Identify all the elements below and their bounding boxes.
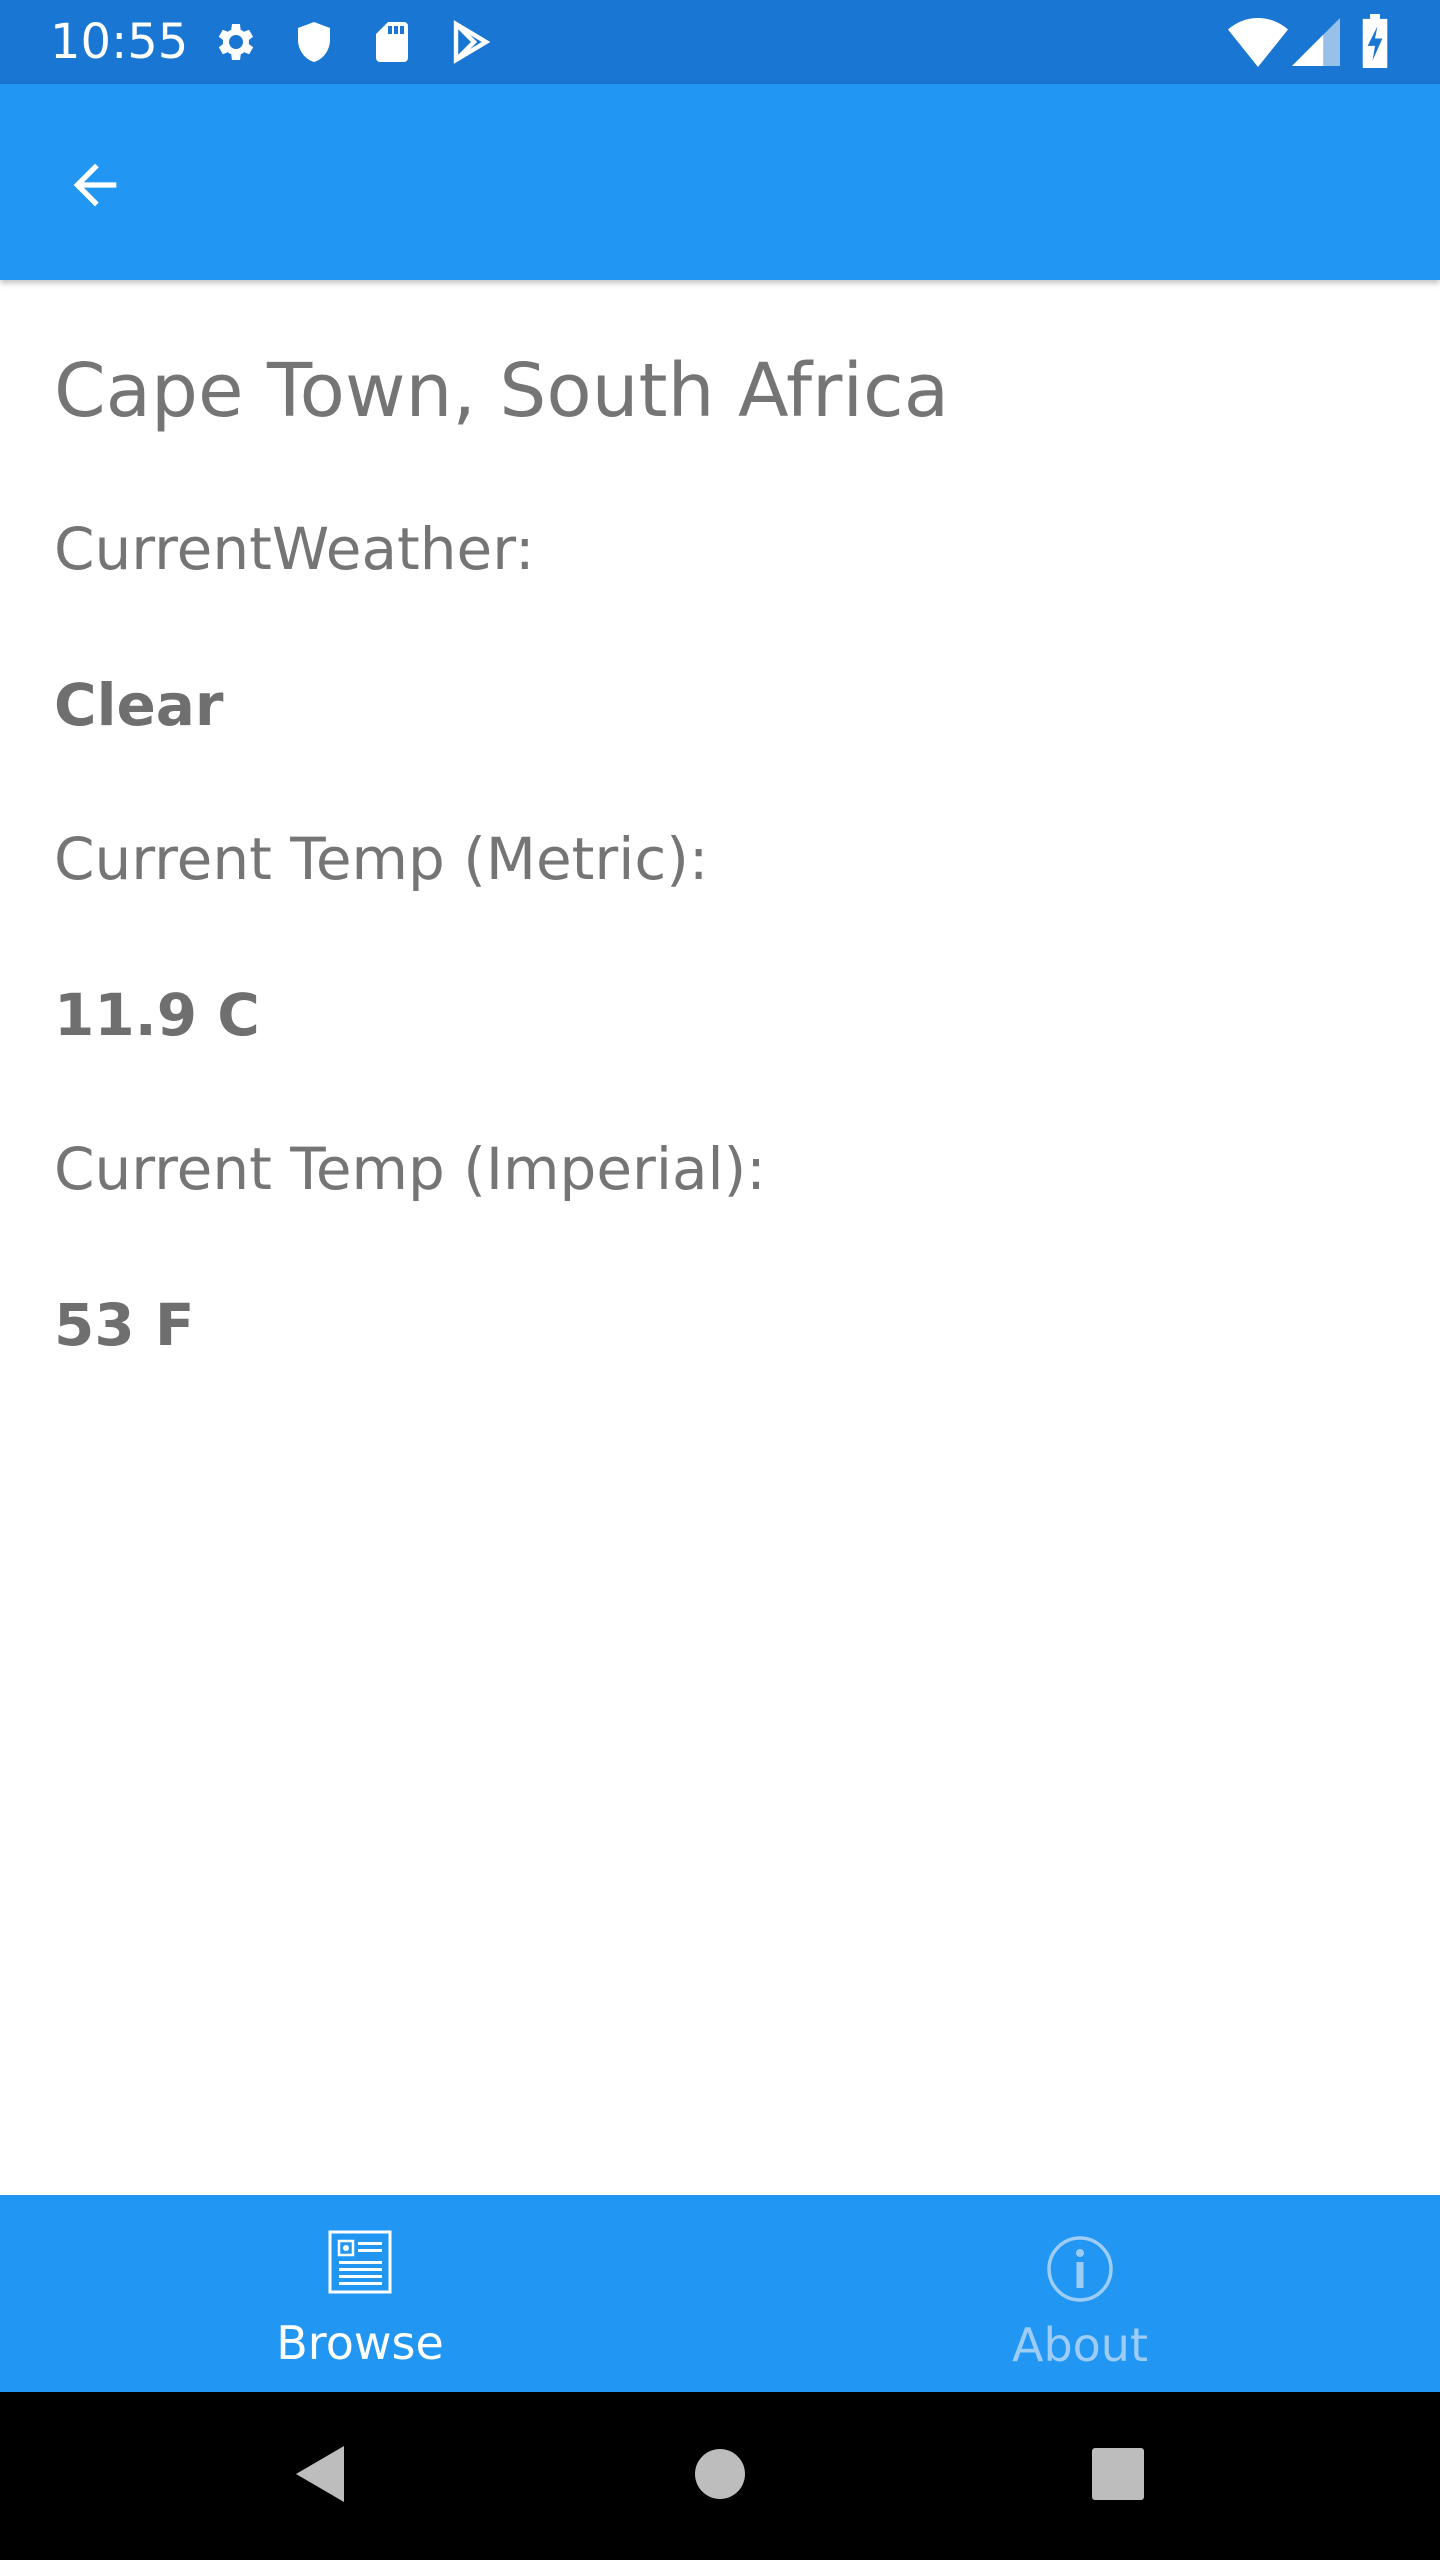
sd-card-icon — [368, 18, 416, 71]
status-bar: 10:55 — [0, 0, 1440, 84]
recents-square-icon — [1090, 2446, 1146, 2507]
current-weather-label: CurrentWeather: — [54, 515, 535, 583]
play-store-icon — [446, 18, 494, 71]
back-button[interactable] — [50, 142, 140, 232]
tab-browse-label: Browse — [276, 2316, 444, 2370]
tab-browse[interactable]: Browse — [0, 2195, 720, 2392]
gear-icon — [212, 18, 260, 71]
nav-home-button[interactable] — [680, 2436, 760, 2516]
tab-about[interactable]: About — [720, 2195, 1440, 2392]
system-nav-bar — [0, 2392, 1440, 2560]
back-triangle-icon — [292, 2442, 348, 2511]
status-time: 10:55 — [50, 14, 189, 70]
cell-signal-icon — [1292, 16, 1340, 73]
battery-charging-icon — [1360, 14, 1390, 73]
current-weather-value: Clear — [54, 671, 224, 739]
tab-about-label: About — [1011, 2318, 1148, 2372]
nav-back-button[interactable] — [280, 2436, 360, 2516]
bottom-tab-bar: Browse About — [0, 2195, 1440, 2392]
imperial-temp-label: Current Temp (Imperial): — [54, 1135, 766, 1203]
browse-list-icon — [327, 2229, 393, 2300]
nav-recents-button[interactable] — [1078, 2436, 1158, 2516]
metric-temp-value: 11.9 C — [54, 981, 260, 1049]
shield-icon — [290, 18, 338, 71]
app-bar — [0, 84, 1440, 280]
info-icon — [1046, 2235, 1114, 2308]
imperial-temp-value: 53 F — [54, 1291, 195, 1359]
home-circle-icon — [693, 2447, 747, 2506]
city-title: Cape Town, South Africa — [54, 348, 950, 434]
wifi-icon — [1228, 16, 1288, 73]
metric-temp-label: Current Temp (Metric): — [54, 825, 709, 893]
weather-detail: Cape Town, South Africa CurrentWeather: … — [0, 280, 1440, 2195]
arrow-left-icon — [63, 153, 127, 222]
